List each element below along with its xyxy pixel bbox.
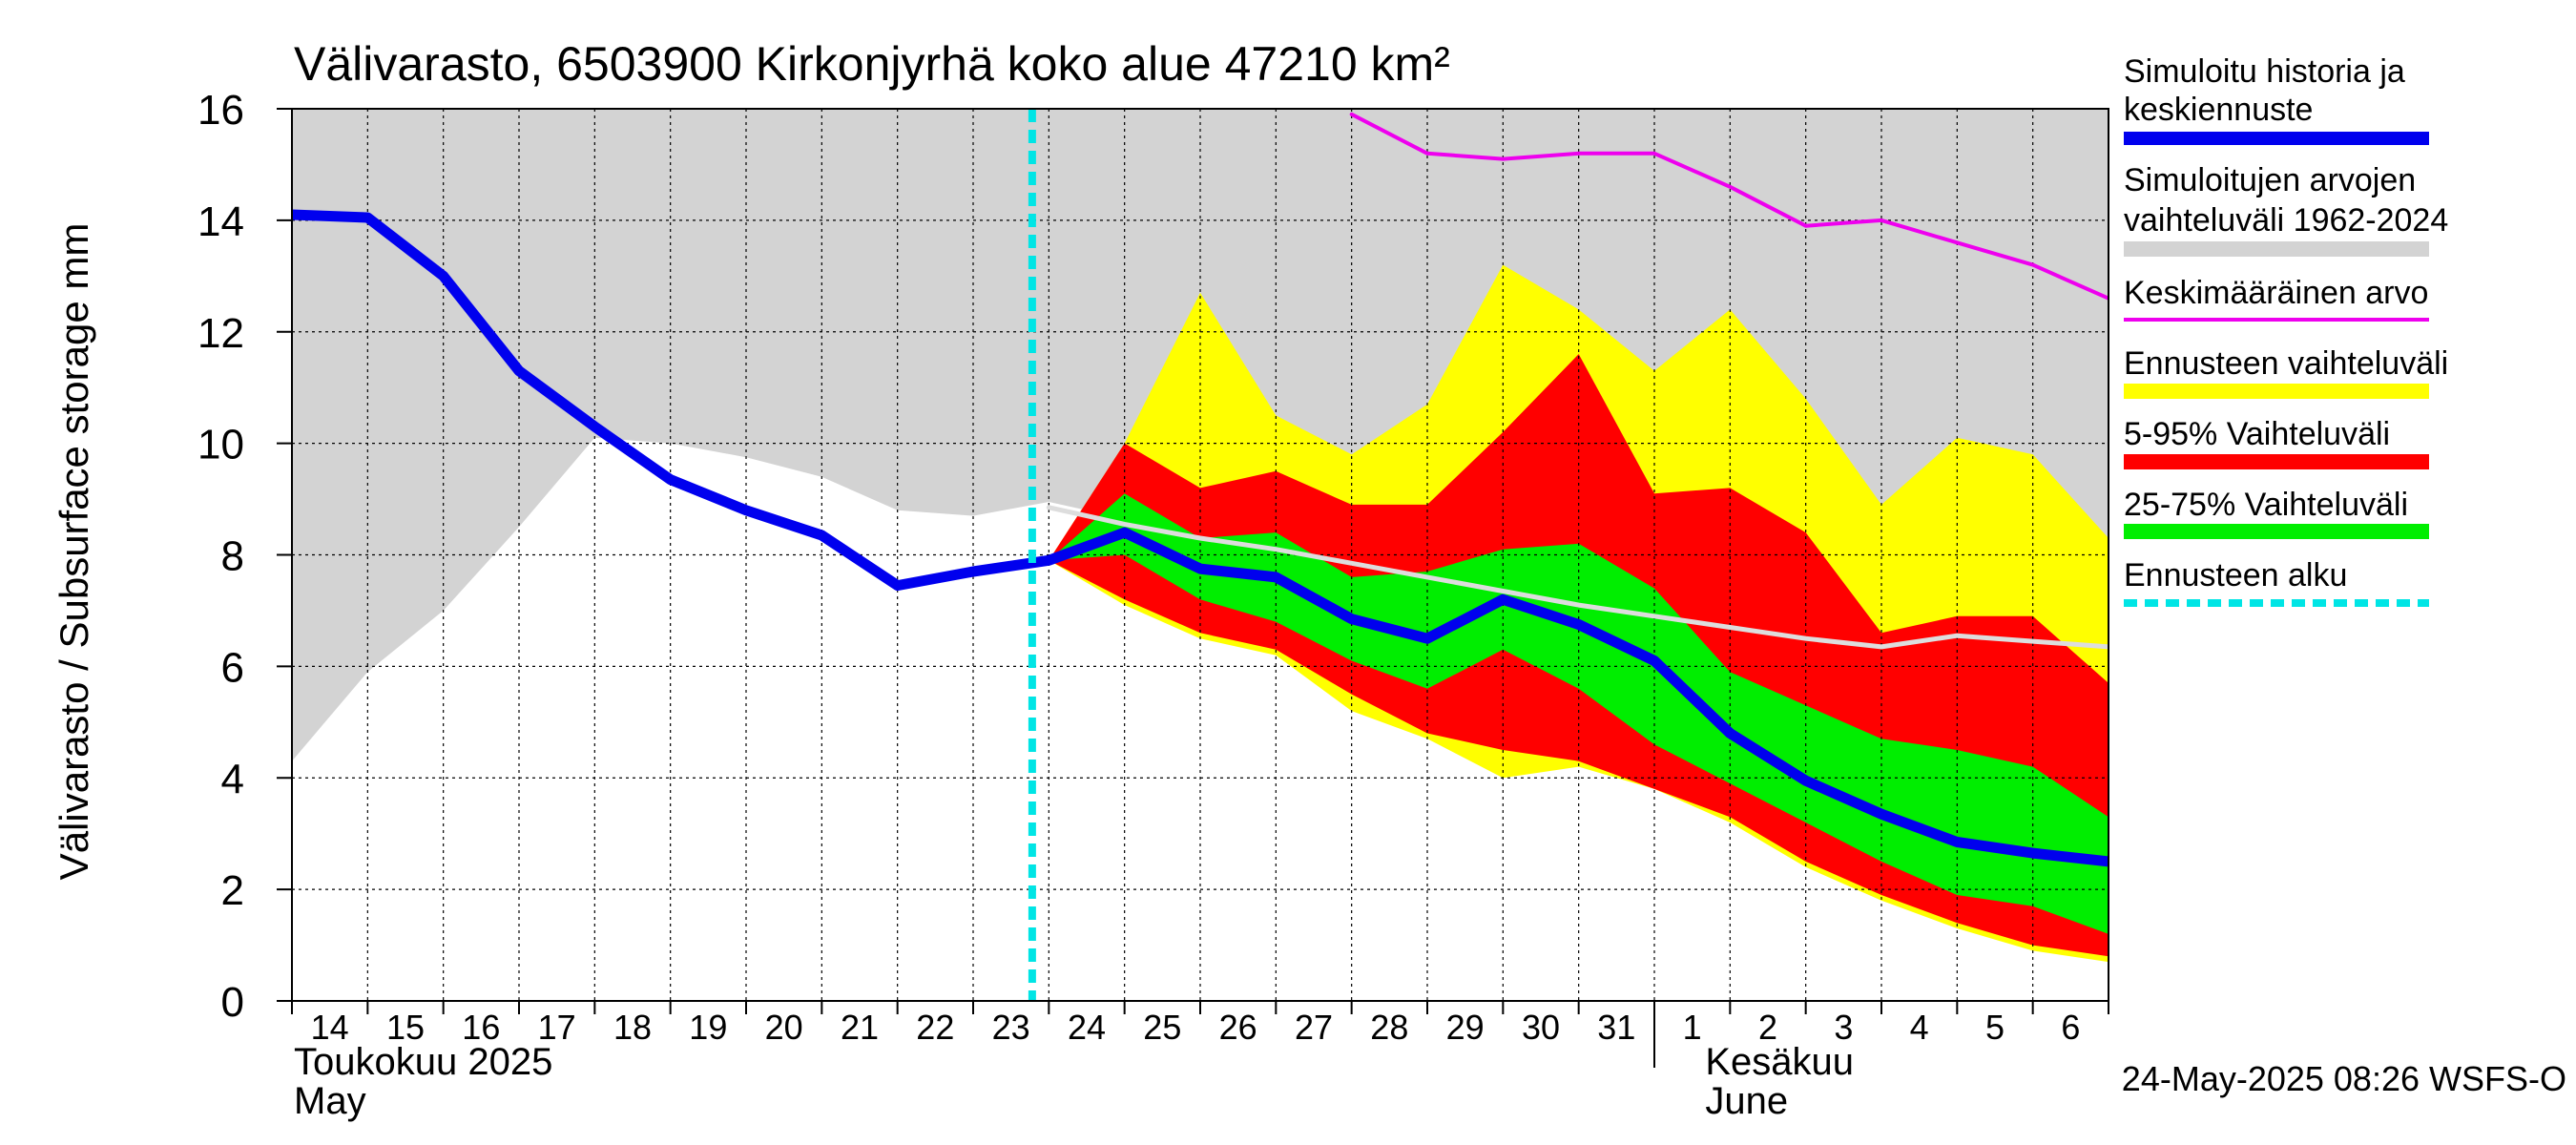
legend-swatch [2124,454,2429,469]
x-tick-label: 20 [765,1008,803,1047]
x-tick-label: 5 [1985,1008,2005,1047]
x-tick-label: 26 [1219,1008,1257,1047]
y-tick-label: 10 [197,422,244,468]
legend-label: Ennusteen vaihteluväli [2124,345,2448,382]
legend-label: Simuloitu historia ja [2124,53,2405,90]
x-tick-label: 28 [1370,1008,1408,1047]
x-tick-label: 21 [841,1008,879,1047]
y-tick-label: 0 [221,979,244,1026]
legend-label: 25-75% Vaihteluväli [2124,487,2408,523]
x-tick-label: 2 [1758,1008,1777,1047]
legend-item: 25-75% Vaihteluväli [2124,487,2429,539]
chart-grid [292,109,2109,1001]
x-tick-label: 16 [462,1008,500,1047]
y-tick-label: 2 [221,867,244,914]
x-tick-label: 19 [689,1008,727,1047]
mean-line [1349,112,2109,301]
legend-swatch [2124,132,2429,145]
legend-swatch [2124,318,2429,322]
month-label-en: May [294,1080,366,1122]
x-tick-label: 29 [1446,1008,1485,1047]
x-tick-label: 31 [1597,1008,1635,1047]
x-tick-label: 23 [992,1008,1030,1047]
x-tick-label: 24 [1068,1008,1106,1047]
y-tick-label: 4 [221,756,244,802]
legend-item: Simuloitujen arvojen vaihteluväli 1962-20… [2124,162,2448,257]
y-tick-label: 14 [197,198,244,245]
chart-lines [292,109,2109,1001]
month-label-fi: Toukokuu 2025 [294,1041,552,1083]
legend-label: Keskimääräinen arvo [2124,275,2428,311]
month-label-fi: Kesäkuu [1705,1041,1854,1083]
legend-label: Ennusteen alku [2124,557,2347,593]
y-tick-label: 16 [197,87,244,134]
x-tick-label: 25 [1143,1008,1181,1047]
legend-label: vaihteluväli 1962-2024 [2124,202,2448,239]
legend-item: 5-95% Vaihteluväli [2124,416,2429,469]
legend-label: keskiennuste [2124,92,2313,128]
x-tick-label: 17 [538,1008,576,1047]
x-tick-label: 4 [1910,1008,1929,1047]
x-tick-label: 6 [2061,1008,2080,1047]
x-tick-label: 1 [1683,1008,1702,1047]
legend-swatch [2124,384,2429,399]
x-tick-label: 3 [1834,1008,1853,1047]
x-tick-label: 27 [1295,1008,1333,1047]
legend-swatch [2124,524,2429,539]
legend: Simuloitu historia jakeskiennusteSimuloi… [2124,53,2448,607]
x-tick-label: 30 [1522,1008,1560,1047]
timestamp-footer: 24-May-2025 08:26 WSFS-O [2122,1059,2566,1098]
legend-item: Ennusteen alku [2124,557,2429,607]
y-tick-label: 6 [221,644,244,691]
y-tick-label: 12 [197,310,244,357]
median-forecast-line [1046,505,2109,650]
legend-item: Ennusteen vaihteluväli [2124,345,2448,399]
x-tick-label: 14 [311,1008,349,1047]
legend-swatch [2124,241,2429,257]
x-tick-label: 22 [916,1008,954,1047]
p25-75-band [973,493,2109,934]
chart-title: Välivarasto, 6503900 Kirkonjyrhä koko al… [294,37,1450,91]
y-axis-label: Välivarasto / Subsurface storage mm [52,223,96,881]
y-tick-label: 8 [221,533,244,580]
x-tick-label: 15 [386,1008,425,1047]
x-tick-label: 18 [613,1008,652,1047]
history-forecast-line [292,209,2109,867]
legend-label: Simuloitujen arvojen [2124,162,2416,198]
month-label-en: June [1705,1080,1788,1122]
legend-label: 5-95% Vaihteluväli [2124,416,2390,452]
legend-item: Keskimääräinen arvo [2124,275,2429,322]
